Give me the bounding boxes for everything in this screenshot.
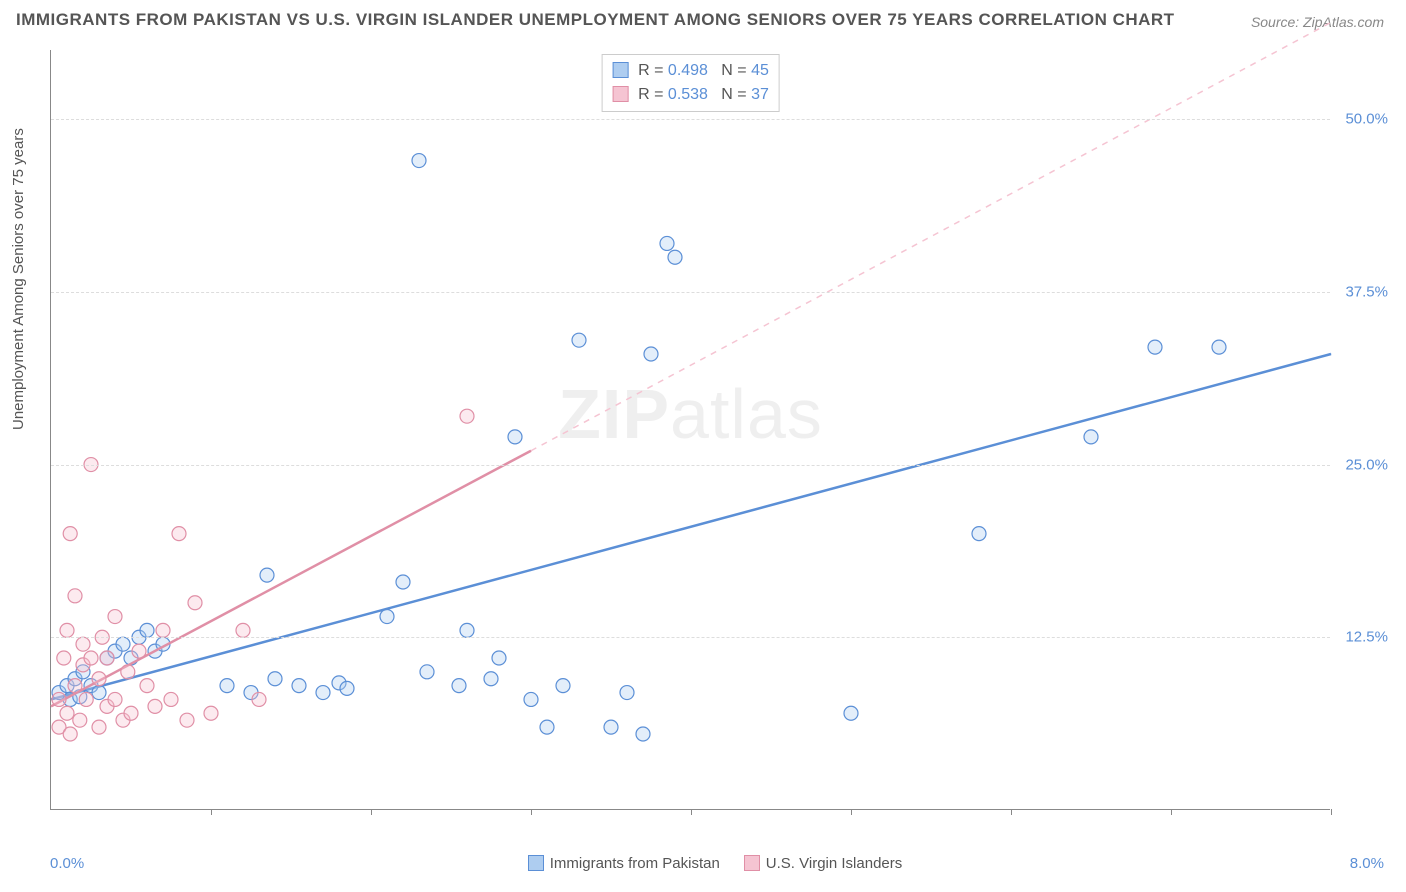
chart-svg	[51, 50, 1330, 809]
x-tick	[1171, 809, 1172, 815]
y-tick-label: 25.0%	[1345, 456, 1388, 473]
x-tick	[531, 809, 532, 815]
gridline	[51, 637, 1330, 638]
y-tick-label: 37.5%	[1345, 283, 1388, 300]
source-label: Source: ZipAtlas.com	[1251, 14, 1384, 30]
y-axis-label: Unemployment Among Seniors over 75 years	[10, 128, 27, 430]
x-tick	[211, 809, 212, 815]
correlation-legend: R = 0.498 N = 45R = 0.538 N = 37	[601, 54, 780, 112]
series-legend: Immigrants from PakistanU.S. Virgin Isla…	[0, 855, 1406, 872]
gridline	[51, 292, 1330, 293]
legend-row: R = 0.538 N = 37	[612, 83, 769, 107]
x-tick	[1011, 809, 1012, 815]
x-tick	[371, 809, 372, 815]
x-tick	[851, 809, 852, 815]
chart-title: IMMIGRANTS FROM PAKISTAN VS U.S. VIRGIN …	[16, 10, 1175, 30]
x-tick	[1331, 809, 1332, 815]
legend-row: R = 0.498 N = 45	[612, 59, 769, 83]
chart-container: IMMIGRANTS FROM PAKISTAN VS U.S. VIRGIN …	[0, 0, 1406, 892]
x-tick	[691, 809, 692, 815]
plot-area: ZIPatlas R = 0.498 N = 45R = 0.538 N = 3…	[50, 50, 1330, 810]
y-tick-label: 50.0%	[1345, 111, 1388, 128]
gridline	[51, 119, 1330, 120]
gridline	[51, 465, 1330, 466]
y-tick-label: 12.5%	[1345, 629, 1388, 646]
